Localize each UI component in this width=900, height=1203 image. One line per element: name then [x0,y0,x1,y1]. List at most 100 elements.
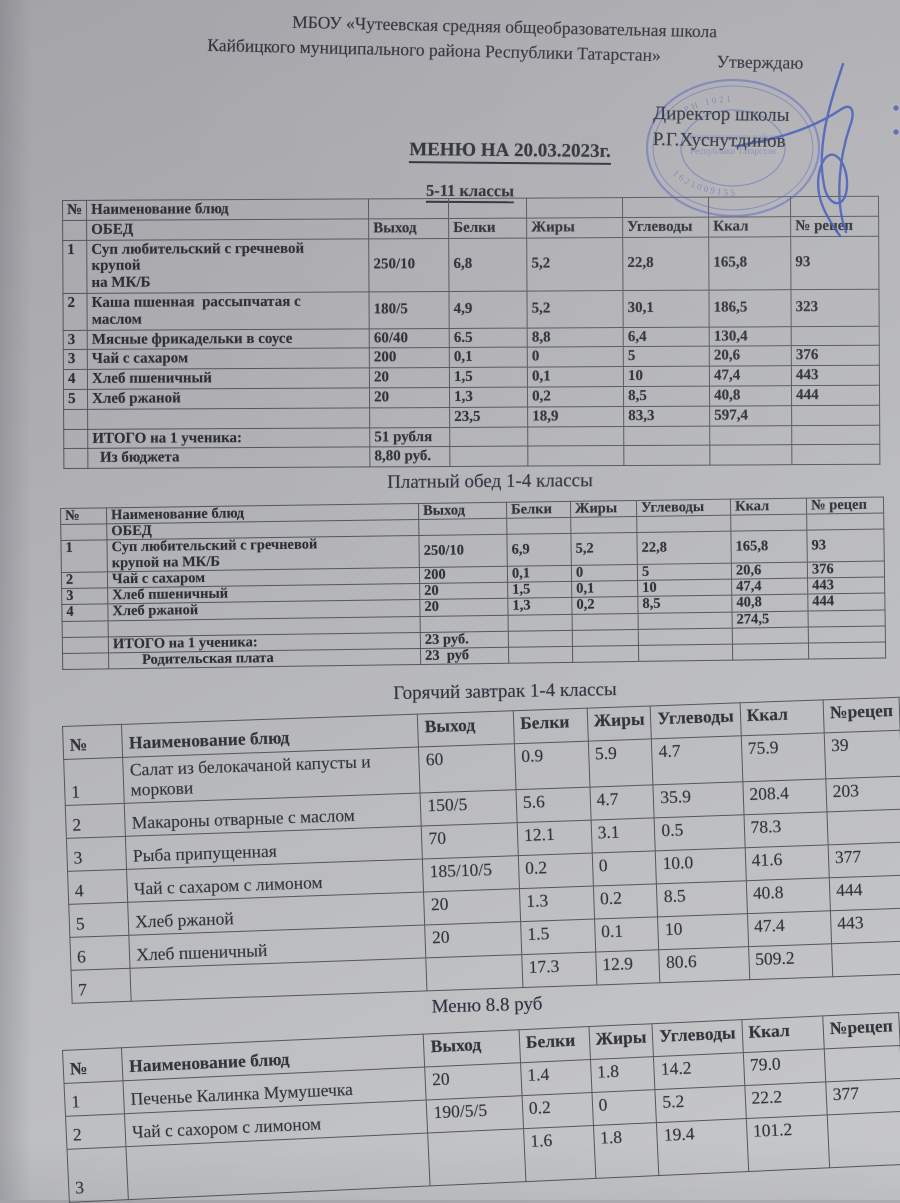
column-header-cell: Углеводы [650,702,741,739]
column-header-cell: ОБЕД [86,218,369,240]
value-cell: 5 [68,902,130,938]
value-cell: 47,4 [731,578,808,596]
column-header-cell: Наименование блюд [86,198,369,221]
director-title: Директор школы [653,103,790,126]
value-cell: 40.8 [745,878,831,914]
value-cell: 3 [61,587,108,605]
value-cell: 0.2 [593,884,658,920]
value-cell: 444 [829,875,900,911]
value-cell: 41.6 [744,845,830,881]
value-cell: 17.3 [521,952,597,988]
value-cell [732,643,809,661]
column-header-cell: Белки [448,217,527,239]
value-cell: 14.2 [653,1052,745,1090]
column-header-cell: Жиры [586,705,652,742]
column-header-cell: Ккал [739,699,825,736]
value-cell: 79.0 [742,1048,826,1086]
value-cell: 208.4 [742,779,827,815]
value-cell [527,426,624,447]
value-cell [369,407,450,428]
value-cell: 180/5 [369,291,450,329]
value-cell: 8,80 руб. [369,446,450,468]
value-cell: 4 [67,869,129,905]
dish-name-cell: Суп любительский с гречневой крупой на М… [106,535,420,572]
value-cell: 4 [63,369,88,390]
value-cell: 444 [807,593,885,611]
value-cell: 2 [62,293,88,331]
value-cell [808,641,886,660]
value-cell: 20 [369,387,450,408]
value-cell: 250/10 [418,534,508,568]
column-header-cell [62,220,87,241]
value-cell: 93 [806,529,885,562]
value-cell [63,428,88,449]
value-cell: 1.8 [593,1122,660,1179]
round-school-stamp: ОГРН 1021 1621009155 муниципального райо… [645,62,899,238]
value-cell [824,1045,900,1082]
value-cell: 10 [623,366,710,387]
value-cell: 0,1 [449,347,528,368]
value-cell: 443 [791,365,880,386]
value-cell [638,644,733,662]
value-cell: 0,2 [571,596,639,614]
value-cell: 165,8 [730,530,808,564]
value-cell: 509.2 [748,943,833,980]
dish-name-cell: Каша пшенная рассыпчатая с маслом [87,291,370,330]
value-cell: 8.5 [656,880,748,918]
value-cell: 20 [425,1062,522,1101]
value-cell: 130,4 [709,326,792,347]
value-cell: 8,8 [527,327,624,348]
value-cell: 0 [591,1089,657,1126]
column-header-cell: № рецеп [806,497,884,515]
value-cell: 1 [60,540,108,573]
value-cell: 78.3 [743,812,829,848]
value-cell: 60/40 [369,328,450,349]
value-cell: 8,5 [637,595,733,613]
value-cell: 40,8 [731,594,809,612]
value-cell: 0,1 [571,580,638,598]
value-cell: 150/5 [420,789,518,827]
value-cell [808,609,886,627]
column-header-cell: Ккал [741,1015,825,1053]
value-cell [732,626,809,645]
value-cell: 274,5 [732,610,809,628]
value-cell: 39 [824,730,900,780]
value-cell: 10 [657,913,749,950]
value-cell: 377 [825,1078,900,1115]
value-cell [806,513,884,531]
value-cell [623,425,710,446]
value-cell [572,629,639,647]
value-cell: 444 [791,385,880,406]
value-cell: 1 [63,757,125,806]
value-cell [791,325,880,347]
director-name: Р.Г.Хуснутдинов [652,128,786,152]
value-cell: 185/10/5 [422,855,520,893]
value-cell [508,630,573,648]
value-cell: 4.7 [589,785,655,821]
value-cell: 1,3 [507,597,573,615]
value-cell [791,444,880,465]
value-cell: 3 [67,1146,129,1203]
signature-colon-mark [893,105,899,135]
value-cell: 443 [830,908,900,944]
value-cell: 12.9 [595,949,661,986]
value-cell: 5 [623,346,710,367]
table-row: Из бюджета 8,80 руб. [63,444,880,469]
paid-lunch-section-title: Платный обед 1-4 классы [387,470,593,493]
column-header-cell: Белки [518,1026,591,1063]
value-cell: 5,2 [527,290,624,328]
column-header-cell: Белки [506,501,571,519]
value-cell: 6,9 [506,533,572,567]
column-header-cell: № [62,1047,124,1084]
value-cell: 0.1 [594,917,660,953]
column-header-cell: №рецеп [822,697,900,733]
value-cell [62,620,109,638]
value-cell [508,613,573,632]
value-cell [527,445,624,467]
value-cell [506,517,571,535]
value-cell: 1 [62,239,88,294]
value-cell [826,809,900,846]
value-cell [709,445,792,466]
value-cell: 75.9 [740,732,826,782]
value-cell: 47,4 [709,365,792,387]
